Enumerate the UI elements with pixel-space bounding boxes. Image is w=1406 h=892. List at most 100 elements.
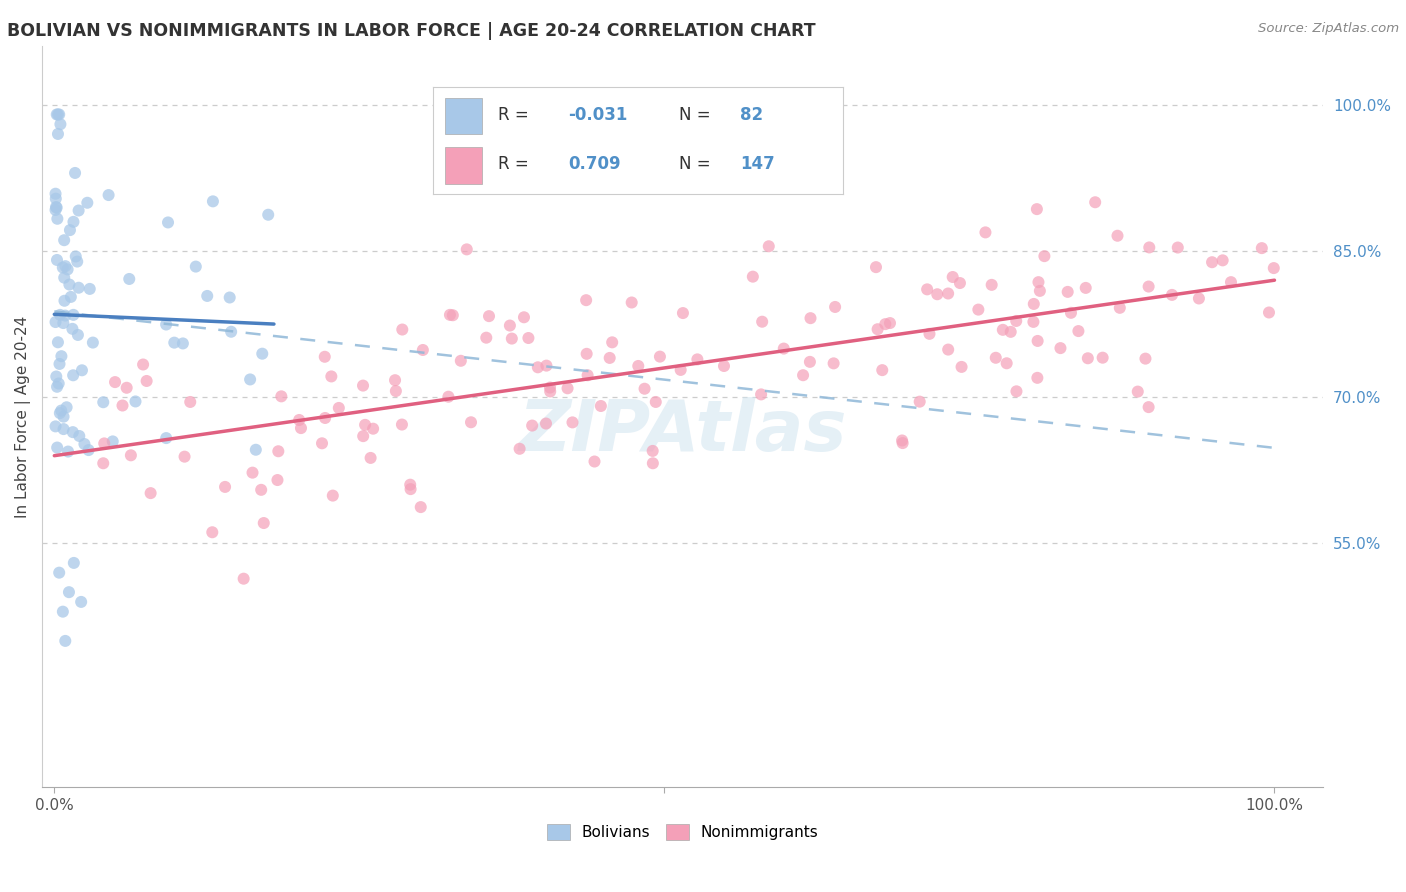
Point xyxy=(46,211,69,226)
Point xyxy=(290,421,312,435)
Point xyxy=(250,483,273,497)
Point xyxy=(391,322,413,336)
Point xyxy=(936,343,959,357)
Point xyxy=(1161,288,1184,302)
Point xyxy=(1167,241,1189,255)
Point xyxy=(823,356,845,370)
Point xyxy=(1022,315,1045,329)
Point xyxy=(66,254,89,268)
Point xyxy=(627,359,650,373)
Point xyxy=(56,444,79,458)
Point xyxy=(1263,261,1285,276)
Point xyxy=(67,203,90,218)
Point xyxy=(218,291,240,305)
Point xyxy=(48,357,70,371)
Point xyxy=(1250,241,1272,255)
Point xyxy=(1005,384,1028,399)
Point xyxy=(1028,275,1050,289)
Point xyxy=(257,208,280,222)
Point xyxy=(311,436,333,450)
Point xyxy=(156,215,179,229)
Point xyxy=(450,353,472,368)
Point xyxy=(322,489,344,503)
Point xyxy=(824,300,846,314)
Point xyxy=(1060,306,1083,320)
Point xyxy=(875,317,897,331)
Point xyxy=(219,325,242,339)
Point xyxy=(437,390,460,404)
Point xyxy=(1091,351,1114,365)
Point xyxy=(288,413,311,427)
Point xyxy=(59,223,82,237)
Point xyxy=(52,260,75,275)
Point xyxy=(352,378,374,392)
Point xyxy=(63,556,86,570)
Point xyxy=(45,200,67,214)
Point xyxy=(942,270,965,285)
Point xyxy=(891,434,914,448)
Point xyxy=(1022,297,1045,311)
Point xyxy=(758,239,780,253)
Point xyxy=(51,349,73,363)
Point xyxy=(56,262,79,277)
Point xyxy=(135,374,157,388)
Point xyxy=(536,359,558,373)
Point xyxy=(59,290,82,304)
Point xyxy=(1067,324,1090,338)
Point xyxy=(1056,285,1078,299)
Point xyxy=(49,308,72,322)
Point xyxy=(557,381,579,395)
Point xyxy=(45,192,67,206)
Point xyxy=(908,394,931,409)
Point xyxy=(52,605,75,619)
Point xyxy=(1107,228,1129,243)
Point xyxy=(46,127,69,141)
Point xyxy=(115,381,138,395)
Point xyxy=(48,107,70,121)
Point xyxy=(62,425,84,439)
Point xyxy=(79,282,101,296)
Point xyxy=(239,372,262,386)
Point xyxy=(967,302,990,317)
Point xyxy=(52,422,75,436)
Point xyxy=(441,308,464,322)
Point xyxy=(1033,249,1056,263)
Point xyxy=(1025,202,1047,216)
Point xyxy=(576,368,599,383)
Point xyxy=(575,347,598,361)
Point xyxy=(111,399,134,413)
Point xyxy=(1220,275,1243,289)
Point xyxy=(974,226,997,240)
Point xyxy=(1049,341,1071,355)
Point xyxy=(949,276,972,290)
Point xyxy=(46,441,69,455)
Point xyxy=(751,315,773,329)
Point xyxy=(538,384,561,399)
Point xyxy=(672,306,695,320)
Point xyxy=(91,456,114,470)
Point xyxy=(67,281,90,295)
Text: BOLIVIAN VS NONIMMIGRANTS IN LABOR FORCE | AGE 20-24 CORRELATION CHART: BOLIVIAN VS NONIMMIGRANTS IN LABOR FORCE… xyxy=(7,22,815,40)
Point xyxy=(741,269,763,284)
Point xyxy=(991,323,1014,337)
Legend: Bolivians, Nonimmigrants: Bolivians, Nonimmigrants xyxy=(541,818,825,847)
Point xyxy=(253,516,276,530)
Point xyxy=(456,243,478,257)
Point xyxy=(527,360,550,375)
Point xyxy=(58,585,80,599)
Point xyxy=(104,375,127,389)
Point xyxy=(266,473,288,487)
Y-axis label: In Labor Force | Age 20-24: In Labor Force | Age 20-24 xyxy=(15,316,31,518)
Point xyxy=(1212,253,1234,268)
Point xyxy=(361,422,384,436)
Point xyxy=(245,442,267,457)
Point xyxy=(399,477,422,491)
Point xyxy=(52,409,75,424)
Point xyxy=(1000,325,1022,339)
Point xyxy=(44,202,66,217)
Point xyxy=(91,395,114,409)
Point xyxy=(936,286,959,301)
Point xyxy=(49,406,72,420)
Point xyxy=(589,399,612,413)
Point xyxy=(1074,281,1097,295)
